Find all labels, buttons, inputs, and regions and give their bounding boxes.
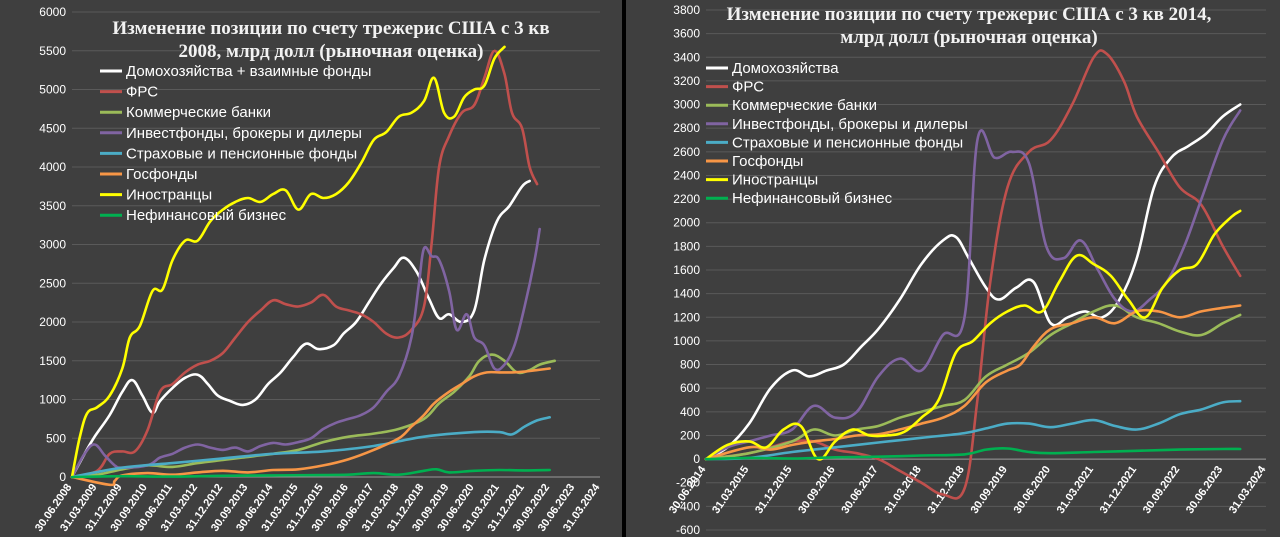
y-tick-label: 2600 [673,145,700,159]
legend-label-7: Иностранцы [126,187,212,204]
line-series-2 [70,49,539,479]
legend-label-5: Страховые и пенсионные фонды [126,145,357,162]
x-tick-label: 30.09.2019 [969,464,1010,516]
y-tick-label: 3200 [673,74,700,88]
y-tick-label: 800 [680,358,700,372]
chart-panel-2014: -600 -400 -200 0 200 400 600 800 1000 1200 1400 160… [626,0,1280,537]
y-tick-label: -600 [676,523,700,537]
y-tick-label: 200 [680,428,700,442]
legend-label-2: ФРС [732,79,764,96]
y-tick-label: 2200 [673,192,700,206]
y-tick-label: 3000 [39,238,66,252]
y-tick-label: 1000 [673,334,700,348]
legend: Домохозяйства + взаимные фонды ФРС Коммерч… [100,63,371,224]
line-series-7 [704,209,1242,461]
y-tick-label: 4500 [39,121,66,135]
y-tick-label: 2500 [39,276,66,290]
y-tick-label: 500 [46,431,66,445]
y-tick-label: 2000 [673,216,700,230]
y-tick-label: 2400 [673,168,700,182]
x-tick-label: 30.06.2017 [839,464,880,516]
x-tick-label: 30.06.2023 [1184,464,1225,516]
y-tick-label: 3800 [673,3,700,17]
line-series-5 [70,416,551,479]
legend-label-4: Инвестфонды, брокеры и дилеры [126,125,362,142]
line-series-6 [70,367,551,487]
legend-label-3: Коммерческие банки [732,97,877,114]
y-tick-label: 1400 [673,287,700,301]
legend-label-4: Инвестфонды, брокеры и дилеры [732,116,968,133]
x-tick-label: 31.03.2021 [1055,464,1096,516]
y-tick-label: 5500 [39,44,66,58]
legend-label-3: Коммерческие банки [126,104,271,121]
line-series-7 [70,45,506,479]
y-tick-label: 6000 [39,5,66,19]
x-tick-label: 31.03.2015 [710,464,751,516]
grid [72,11,600,478]
x-tick-label: 31.12.2015 [753,464,794,516]
line-series-3 [704,304,1242,461]
y-tick-label: 1500 [39,354,66,368]
y-tick-label: 3600 [673,27,700,41]
y-tick-label: 600 [680,381,700,395]
chart-title-line-2: 2008, млрд долл (рыночная оценка) [179,41,484,62]
series-lines [704,49,1242,500]
legend-label-6: Госфонды [732,153,803,170]
line-series-1 [70,179,531,479]
y-tick-label: 2800 [673,121,700,135]
legend-label-2: ФРС [126,84,158,101]
line-series-8 [704,447,1242,461]
legend-label-1: Домохозяйства [732,60,839,77]
y-tick-label: 3000 [673,98,700,112]
line-series-3 [70,353,556,479]
y-tick-label: 3400 [673,50,700,64]
y-tick-label: 1600 [673,263,700,277]
line-series-4 [704,109,1242,461]
y-tick-label: 0 [693,452,700,466]
y-tick-label: 0 [59,470,66,484]
x-tick-label: 31.12.2021 [1098,464,1139,516]
series-lines [70,45,556,487]
y-tick-label: 3500 [39,199,66,213]
x-tick-label: 30.09.2022 [1141,464,1182,516]
x-tick-label: 31.03.2024 [1227,463,1269,516]
y-tick-label: 400 [680,405,700,419]
legend-label-5: Страховые и пенсионные фонды [732,134,963,151]
chart-2008: 0 500 1000 1500 2000 2500 3000 3500 4000 4500 5000… [33,5,603,534]
legend-label-1: Домохозяйства + взаимные фонды [126,63,371,80]
chart-2014: -600 -400 -200 0 200 400 600 800 1000 1200 1400 160… [667,3,1269,537]
line-series-1 [704,103,1242,461]
chart-title-line-1: Изменение позиции по счету трежерис США … [727,4,1212,25]
y-tick-label: 1800 [673,239,700,253]
line-series-5 [704,399,1242,461]
x-tick-label: 30.09.2016 [796,464,837,516]
x-tick-label: 30.06.2020 [1012,464,1053,516]
y-tick-label: 1200 [673,310,700,324]
y-tick-label: 1000 [39,393,66,407]
y-tick-label: 4000 [39,160,66,174]
chart-title-line-2: млрд долл (рыночная оценка) [840,27,1097,48]
line-series-6 [704,304,1242,461]
line-series-8 [70,467,551,479]
y-tick-label: 2000 [39,315,66,329]
y-tick-label: -200 [676,476,700,490]
legend-label-7: Иностранцы [732,172,818,189]
legend-label-8: Нефинансовый бизнес [126,207,287,224]
chart-panel-2008: 0 500 1000 1500 2000 2500 3000 3500 4000 4500 5000… [0,0,622,537]
legend-label-6: Госфонды [126,166,197,183]
line-series-4 [70,227,541,479]
y-tick-label: 5000 [39,83,66,97]
chart-title-line-1: Изменение позиции по счету трежерис США … [112,18,549,39]
legend-label-8: Нефинансовый бизнес [732,190,893,207]
line-series-2 [704,49,1242,500]
y-tick-label: -400 [676,499,700,513]
